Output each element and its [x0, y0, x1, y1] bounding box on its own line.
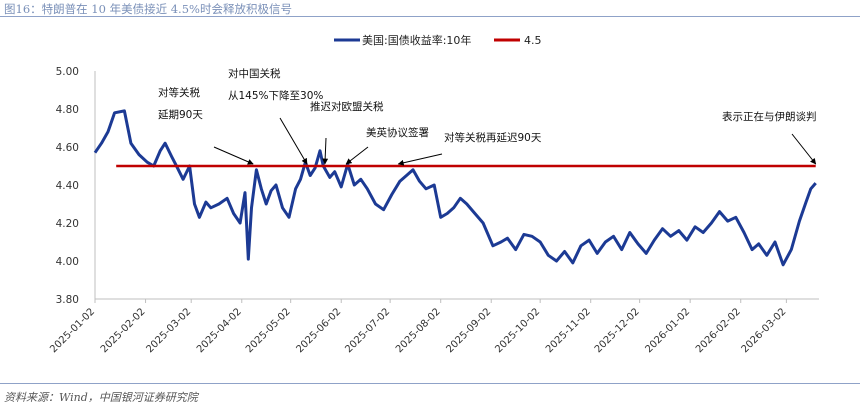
- y-tick-label: 4.40: [56, 180, 79, 192]
- figure-title: 图16：特朗普在 10 年美债接近 4.5%时会释放积极信号: [4, 2, 292, 16]
- annotation-arrow: [397, 153, 443, 166]
- annotation-arrow: [279, 117, 308, 165]
- y-tick-label: 4.60: [56, 142, 79, 154]
- x-tick-label: 2025-07-02: [343, 306, 392, 355]
- x-tick-label: 2025-10-02: [493, 306, 542, 355]
- x-tick-label: 2025-09-02: [444, 306, 493, 355]
- annotation-text: 推迟对欧盟关税: [310, 100, 384, 113]
- annotation-text: 对中国关税: [228, 67, 281, 80]
- x-tick-label: 2025-05-02: [244, 306, 293, 355]
- legend-label-2: 4.5: [524, 34, 542, 47]
- x-tick-label: 2025-02-02: [99, 306, 148, 355]
- annotation-text: 对等关税再延迟90天: [444, 131, 542, 144]
- x-tick-label: 2025-12-02: [593, 306, 642, 355]
- annotation-6: 表示正在与伊朗谈判: [722, 110, 817, 165]
- annotation-4: 美英协议签署: [345, 126, 429, 165]
- x-tick-label: 2025-11-02: [544, 306, 593, 355]
- annotation-arrow: [213, 146, 254, 165]
- y-tick-label: 5.00: [56, 66, 79, 78]
- line-chart: 美国:国债收益率:10年 4.5 5.00 4.80 4.60 4.40 4.20 4.00…: [48, 33, 819, 355]
- source-divider: [0, 383, 860, 384]
- x-tick-label: 2025-03-02: [144, 306, 193, 355]
- annotation-arrow: [322, 137, 329, 165]
- plot-area: [93, 109, 817, 267]
- x-tick-label: 2026-03-02: [740, 306, 789, 355]
- annotation-text: 延期90天: [158, 109, 203, 121]
- annotation-5: 对等关税再延迟90天: [397, 131, 542, 166]
- x-tick-label: 2025-06-02: [294, 306, 343, 355]
- y-tick-label: 4.80: [56, 104, 79, 116]
- annotation-text: 从145%下降至30%: [228, 89, 323, 102]
- chart-legend: 美国:国债收益率:10年 4.5: [334, 33, 542, 47]
- x-tick-label: 2026-02-02: [694, 306, 743, 355]
- y-tick-label: 4.00: [56, 256, 79, 268]
- source-note: 资料来源：Wind，中国银河证券研究院: [4, 391, 198, 404]
- title-divider: [0, 16, 860, 17]
- x-tick-label: 2025-04-02: [195, 306, 244, 355]
- series-line-us-10y: [93, 109, 817, 267]
- x-tick-label: 2026-01-02: [643, 306, 692, 355]
- annotation-arrow: [791, 133, 817, 165]
- legend-label-1: 美国:国债收益率:10年: [362, 33, 471, 47]
- annotation-text: 表示正在与伊朗谈判: [722, 110, 817, 123]
- x-tick-label: 2025-08-02: [394, 306, 443, 355]
- y-tick-label: 4.20: [56, 218, 79, 230]
- x-tick-label: 2025-01-02: [48, 306, 97, 355]
- annotation-text: 美英协议签署: [366, 126, 429, 139]
- annotation-arrow: [345, 146, 369, 165]
- y-tick-label: 3.80: [56, 294, 79, 306]
- annotation-text: 对等关税: [158, 86, 200, 99]
- annotation-3: 推迟对欧盟关税: [310, 100, 384, 165]
